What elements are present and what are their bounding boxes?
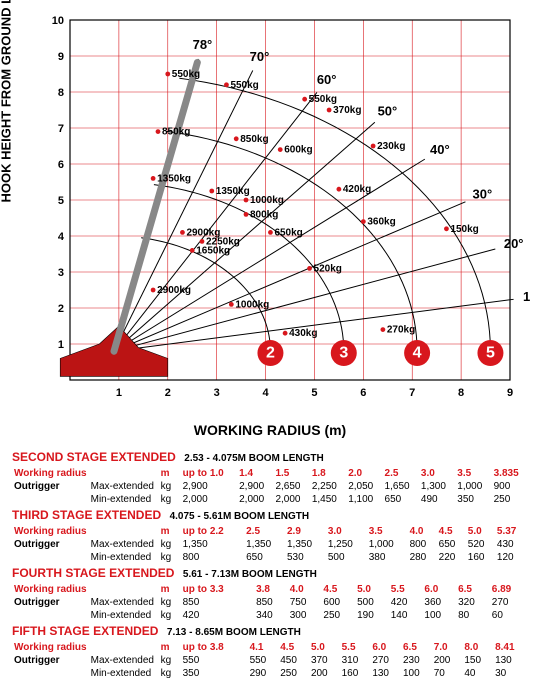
svg-text:550kg: 550kg (309, 94, 337, 105)
stage-boom-length: 2.53 - 4.075M BOOM LENGTH (184, 453, 323, 464)
svg-text:5: 5 (486, 345, 495, 362)
x-axis-label: WORKING RADIUS (m) (0, 422, 540, 438)
chart-svg: 1 2 3 4 5 6 7 8 9 10 1 2 3 4 5 6 7 8 9 78° 70° 60° 50° 40° 30° 20… (10, 10, 530, 410)
svg-text:550kg: 550kg (172, 69, 200, 80)
svg-text:20°: 20° (504, 236, 524, 251)
svg-text:520kg: 520kg (314, 263, 342, 274)
svg-text:10°: 10° (523, 289, 530, 304)
svg-text:1350kg: 1350kg (216, 186, 250, 197)
svg-text:30°: 30° (473, 187, 493, 202)
svg-text:800kg: 800kg (250, 209, 278, 220)
stage-boom-length: 5.61 - 7.13M BOOM LENGTH (183, 569, 317, 580)
stage-title: FOURTH STAGE EXTENDED (12, 566, 174, 580)
svg-text:420kg: 420kg (343, 184, 371, 195)
svg-text:150kg: 150kg (450, 224, 478, 235)
svg-text:6: 6 (360, 387, 366, 399)
svg-text:4: 4 (262, 387, 269, 399)
stage-table: Working radiusmup to 3.84.14.55.05.56.06… (12, 641, 528, 680)
svg-text:40°: 40° (430, 142, 450, 157)
svg-text:3: 3 (58, 267, 64, 279)
stage-boom-length: 7.13 - 8.65M BOOM LENGTH (167, 627, 301, 638)
svg-text:78°: 78° (193, 37, 213, 52)
svg-text:7: 7 (409, 387, 415, 399)
svg-text:550kg: 550kg (230, 80, 258, 91)
svg-text:3: 3 (339, 345, 348, 362)
stage-title: THIRD STAGE EXTENDED (12, 508, 161, 522)
svg-text:2: 2 (266, 345, 275, 362)
svg-text:650kg: 650kg (274, 227, 302, 238)
svg-text:1: 1 (58, 339, 64, 351)
svg-text:230kg: 230kg (377, 141, 405, 152)
stage-title: SECOND STAGE EXTENDED (12, 450, 176, 464)
svg-text:8: 8 (458, 387, 464, 399)
svg-text:60°: 60° (317, 72, 337, 87)
svg-text:1000kg: 1000kg (250, 195, 284, 206)
svg-text:5: 5 (311, 387, 317, 399)
stage-table: Working radiusmup to 2.22.52.93.03.54.04… (12, 525, 528, 564)
svg-text:430kg: 430kg (289, 328, 317, 339)
svg-text:1650kg: 1650kg (196, 245, 230, 256)
svg-text:7: 7 (58, 123, 64, 135)
svg-text:3: 3 (214, 387, 220, 399)
svg-text:9: 9 (58, 51, 64, 63)
stage-table: Working radiusmup to 3.33.84.04.55.05.56… (12, 583, 528, 622)
stage-table: Working radiusmup to 1.01.41.51.82.02.53… (12, 467, 528, 506)
svg-text:5: 5 (58, 195, 64, 207)
y-axis-label: HOOK HEIGHT FROM GROUND LEVEL (m) (0, 0, 14, 203)
svg-text:1: 1 (116, 387, 122, 399)
svg-text:270kg: 270kg (387, 325, 415, 336)
svg-text:850kg: 850kg (162, 127, 190, 138)
svg-text:70°: 70° (250, 49, 270, 64)
svg-text:8: 8 (58, 87, 64, 99)
svg-text:4: 4 (413, 345, 422, 362)
svg-text:370kg: 370kg (333, 105, 361, 116)
stage-boom-length: 4.075 - 5.61M BOOM LENGTH (170, 511, 309, 522)
svg-text:850kg: 850kg (240, 134, 268, 145)
load-tables: SECOND STAGE EXTENDED 2.53 - 4.075M BOOM… (0, 448, 540, 690)
stage-title: FIFTH STAGE EXTENDED (12, 624, 158, 638)
svg-text:2: 2 (165, 387, 171, 399)
svg-text:9: 9 (507, 387, 513, 399)
svg-text:50°: 50° (378, 103, 398, 118)
svg-text:6: 6 (58, 159, 64, 171)
svg-text:2: 2 (58, 303, 64, 315)
svg-text:2900kg: 2900kg (157, 285, 191, 296)
svg-text:4: 4 (58, 231, 65, 243)
svg-text:1000kg: 1000kg (235, 299, 269, 310)
svg-text:360kg: 360kg (367, 217, 395, 228)
svg-text:600kg: 600kg (284, 145, 312, 156)
load-chart: HOOK HEIGHT FROM GROUND LEVEL (m) 1 2 3 4 5 6… (0, 0, 540, 420)
svg-text:1350kg: 1350kg (157, 173, 191, 184)
svg-text:10: 10 (52, 15, 64, 27)
